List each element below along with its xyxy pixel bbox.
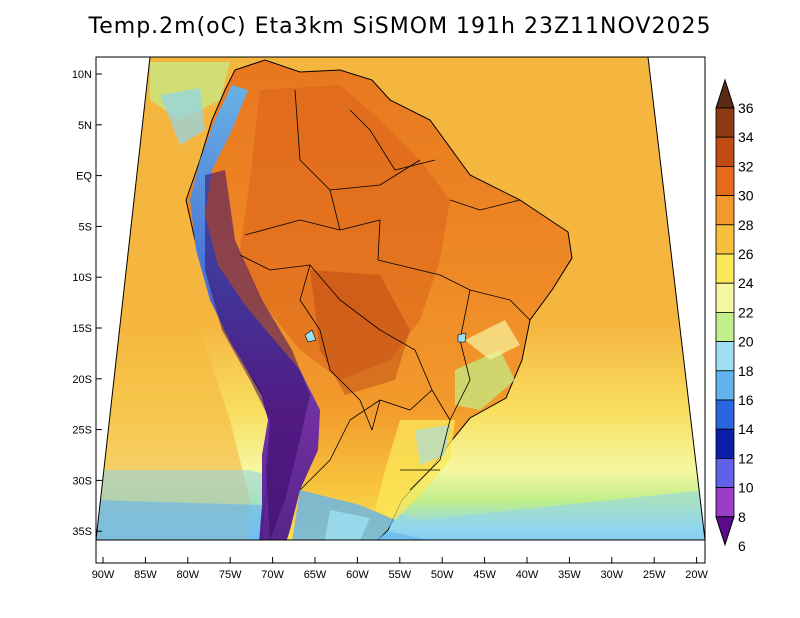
lat-tick-label: 5N: [78, 120, 92, 132]
lon-tick-label: 85W: [134, 569, 157, 581]
colorbar-segment: [715, 224, 735, 255]
lat-tick-label: EQ: [76, 171, 92, 183]
colorbar-label: 30: [738, 188, 754, 204]
lon-tick-label: 80W: [176, 569, 199, 581]
colorbar-min-arrow: [715, 516, 735, 547]
colorbar-segment: [715, 282, 735, 313]
lon-tick-label: 20W: [685, 569, 708, 581]
colorbar-segment: [715, 107, 735, 138]
colorbar-segment: [715, 195, 735, 226]
colorbar-label: 26: [738, 246, 754, 262]
lon-tick-label: 30W: [600, 569, 623, 581]
colorbar-segment: [715, 428, 735, 459]
lon-tick-label: 75W: [219, 569, 242, 581]
longitude-axis: 90W 85W 80W 75W 70W 65W 60W 55W 50W 45W 40W 35W 30W 2…: [92, 557, 709, 581]
colorbar-segment: [715, 165, 735, 196]
lat-tick-label: 35S: [72, 526, 92, 538]
colorbar-label: 22: [738, 304, 754, 320]
lon-tick-label: 70W: [261, 569, 284, 581]
map-field: [96, 57, 705, 540]
colorbar-label: 16: [738, 392, 754, 408]
colorbar: 36 34 32 30 28 26 24 22 20 18 16 14 12 10 8 6: [715, 78, 754, 554]
lat-tick-label: 30S: [72, 475, 92, 487]
colorbar-label: 14: [738, 421, 754, 437]
lat-tick-label: 15S: [72, 323, 92, 335]
lon-tick-label: 90W: [92, 569, 115, 581]
lon-tick-label: 25W: [643, 569, 666, 581]
colorbar-label: 34: [738, 129, 754, 145]
colorbar-label: 32: [738, 158, 754, 174]
colorbar-label: 24: [738, 275, 754, 291]
colorbar-label: 28: [738, 217, 754, 233]
lon-tick-label: 50W: [431, 569, 454, 581]
colorbar-segment: [715, 311, 735, 342]
colorbar-segment: [715, 253, 735, 284]
lon-tick-label: 60W: [346, 569, 369, 581]
lat-tick-label: 20S: [72, 374, 92, 386]
colorbar-segment: [715, 399, 735, 430]
colorbar-label: 36: [738, 100, 754, 116]
colorbar-segment: [715, 370, 735, 401]
colorbar-segment: [715, 136, 735, 167]
colorbar-segment: [715, 487, 735, 518]
latitude-axis: 10N 5N EQ 5S 10S 15S 20S 25S 30S 35S: [72, 69, 102, 538]
lat-tick-label: 5S: [79, 221, 92, 233]
colorbar-label: 8: [738, 509, 746, 525]
colorbar-label: 20: [738, 334, 754, 350]
lon-tick-label: 40W: [516, 569, 539, 581]
lat-tick-label: 10S: [72, 272, 92, 284]
lon-tick-label: 45W: [473, 569, 496, 581]
country-borders: [239, 89, 531, 491]
lon-tick-label: 55W: [388, 569, 411, 581]
map-title: Temp.2m(oC) Eta3km SiSMOM 191h 23Z11NOV2…: [88, 14, 712, 39]
lat-tick-label: 10N: [72, 69, 92, 81]
colorbar-label: 18: [738, 363, 754, 379]
lat-tick-label: 25S: [72, 425, 92, 437]
lon-tick-label: 35W: [558, 569, 581, 581]
colorbar-label: 6: [738, 538, 746, 554]
colorbar-segment: [715, 341, 735, 372]
lon-tick-label: 65W: [304, 569, 327, 581]
colorbar-label: 10: [738, 480, 754, 496]
axis-frame: [95, 56, 706, 564]
colorbar-segment: [715, 457, 735, 488]
colorbar-label: 12: [738, 450, 754, 466]
colorbar-max-arrow: [715, 78, 735, 109]
